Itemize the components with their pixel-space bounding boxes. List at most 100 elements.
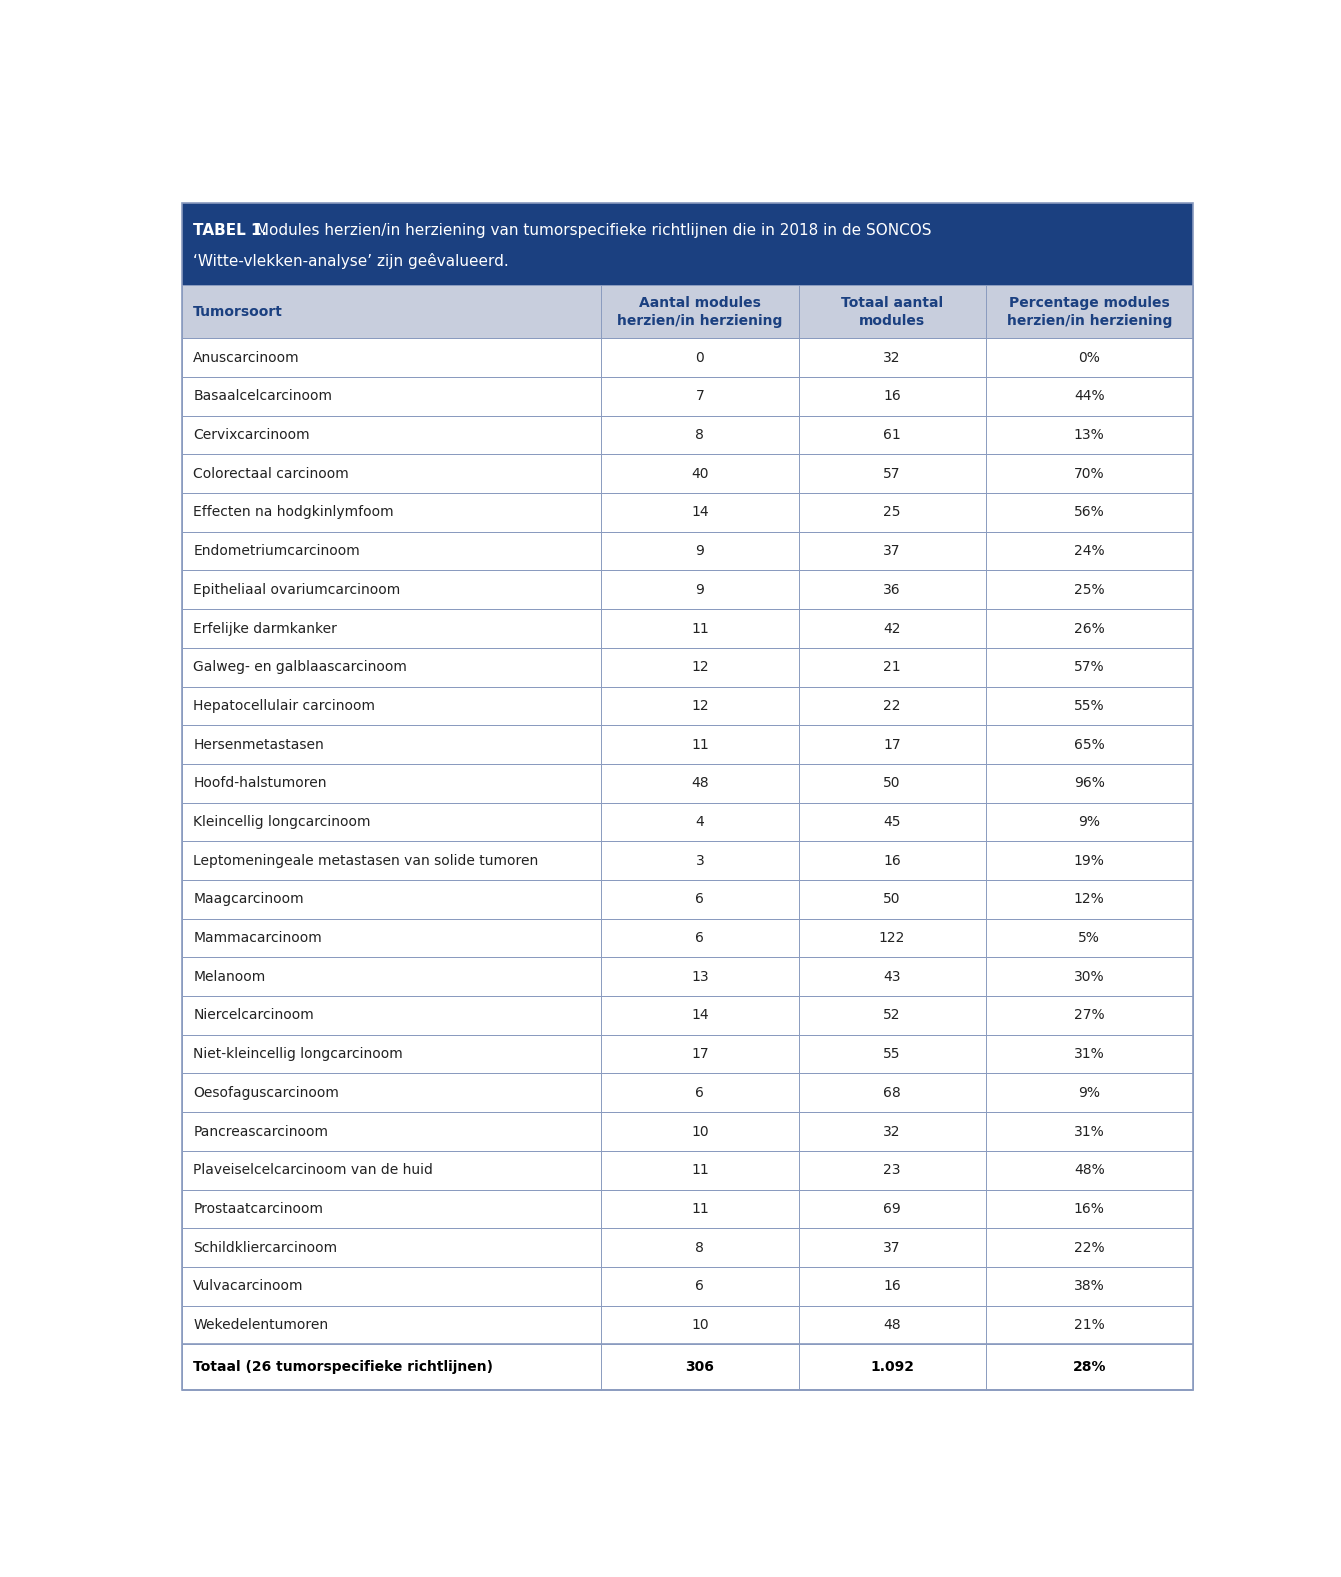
- Text: Niet-kleincellig longcarcinoom: Niet-kleincellig longcarcinoom: [193, 1047, 402, 1061]
- Text: 6: 6: [696, 930, 704, 945]
- Bar: [181, 997, 1193, 1035]
- Text: Percentage modules
herzien/in herziening: Percentage modules herzien/in herziening: [1007, 295, 1172, 328]
- Text: 40: 40: [691, 467, 708, 481]
- Text: 36: 36: [884, 583, 901, 596]
- Text: 21%: 21%: [1074, 1318, 1105, 1333]
- Text: Basaalcelcarcinoom: Basaalcelcarcinoom: [193, 390, 333, 404]
- Text: Melanoom: Melanoom: [193, 970, 266, 984]
- Text: 45: 45: [884, 815, 901, 830]
- Text: 26%: 26%: [1074, 621, 1105, 636]
- Text: 22: 22: [884, 699, 901, 713]
- Text: 69: 69: [884, 1202, 901, 1216]
- Text: 48: 48: [884, 1318, 901, 1333]
- Text: 19%: 19%: [1074, 853, 1105, 867]
- Text: 55: 55: [884, 1047, 901, 1061]
- Text: 56%: 56%: [1074, 506, 1105, 519]
- Text: 3: 3: [696, 853, 704, 867]
- Bar: [181, 803, 1193, 842]
- Bar: [181, 1112, 1193, 1151]
- Text: Oesofaguscarcinoom: Oesofaguscarcinoom: [193, 1087, 339, 1099]
- Bar: [181, 1228, 1193, 1266]
- Text: 30%: 30%: [1074, 970, 1105, 984]
- Text: 28%: 28%: [1073, 1359, 1106, 1374]
- Text: 17: 17: [884, 738, 901, 752]
- Text: 25%: 25%: [1074, 583, 1105, 596]
- Text: 12: 12: [691, 661, 708, 675]
- Text: 32: 32: [884, 350, 901, 364]
- Text: 0%: 0%: [1078, 350, 1100, 364]
- Text: 21: 21: [884, 661, 901, 675]
- Text: Kleincellig longcarcinoom: Kleincellig longcarcinoom: [193, 815, 370, 830]
- Text: 14: 14: [691, 506, 708, 519]
- Text: 9%: 9%: [1078, 1087, 1100, 1099]
- Text: 9: 9: [696, 583, 704, 596]
- Text: 16%: 16%: [1074, 1202, 1105, 1216]
- Text: Plaveiselcelcarcinoom van de huid: Plaveiselcelcarcinoom van de huid: [193, 1164, 433, 1176]
- Text: 7: 7: [696, 390, 704, 404]
- Text: Mammacarcinoom: Mammacarcinoom: [193, 930, 322, 945]
- Text: 43: 43: [884, 970, 901, 984]
- Bar: [181, 880, 1193, 919]
- Bar: [181, 1189, 1193, 1228]
- Text: Wekedelentumoren: Wekedelentumoren: [193, 1318, 329, 1333]
- Text: 13: 13: [691, 970, 708, 984]
- Text: 70%: 70%: [1074, 467, 1105, 481]
- Text: 16: 16: [884, 390, 901, 404]
- Text: 12: 12: [691, 699, 708, 713]
- Text: 1.092: 1.092: [870, 1359, 915, 1374]
- Text: 17: 17: [691, 1047, 708, 1061]
- Text: 6: 6: [696, 893, 704, 907]
- Text: 22%: 22%: [1074, 1241, 1105, 1255]
- Bar: [181, 285, 1193, 339]
- Bar: [181, 763, 1193, 803]
- Text: Galweg- en galblaascarcinoom: Galweg- en galblaascarcinoom: [193, 661, 408, 675]
- Text: Vulvacarcinoom: Vulvacarcinoom: [193, 1279, 303, 1293]
- Text: 31%: 31%: [1074, 1124, 1105, 1139]
- Text: ‘Witte-vlekken-analyse’ zijn geêvalueerd.: ‘Witte-vlekken-analyse’ zijn geêvalueerd…: [193, 252, 510, 268]
- Text: Niercelcarcinoom: Niercelcarcinoom: [193, 1008, 314, 1022]
- Text: 11: 11: [691, 1164, 709, 1176]
- Text: Hepatocellulair carcinoom: Hepatocellulair carcinoom: [193, 699, 375, 713]
- Text: 55%: 55%: [1074, 699, 1105, 713]
- Bar: [181, 725, 1193, 763]
- Text: 38%: 38%: [1074, 1279, 1105, 1293]
- Bar: [181, 957, 1193, 997]
- Bar: [181, 1344, 1193, 1389]
- Text: 31%: 31%: [1074, 1047, 1105, 1061]
- Text: Colorectaal carcinoom: Colorectaal carcinoom: [193, 467, 349, 481]
- Text: 11: 11: [691, 621, 709, 636]
- Bar: [181, 648, 1193, 686]
- Text: 8: 8: [696, 427, 704, 442]
- Text: Effecten na hodgkinlymfoom: Effecten na hodgkinlymfoom: [193, 506, 394, 519]
- Text: 16: 16: [884, 853, 901, 867]
- Bar: [181, 1306, 1193, 1344]
- Text: Pancreascarcinoom: Pancreascarcinoom: [193, 1124, 329, 1139]
- Text: Epitheliaal ovariumcarcinoom: Epitheliaal ovariumcarcinoom: [193, 583, 401, 596]
- Bar: [181, 1266, 1193, 1306]
- Text: 37: 37: [884, 1241, 901, 1255]
- Text: 61: 61: [884, 427, 901, 442]
- Text: 9%: 9%: [1078, 815, 1100, 830]
- Text: Endometriumcarcinoom: Endometriumcarcinoom: [193, 544, 359, 558]
- Bar: [181, 1151, 1193, 1189]
- Bar: [181, 531, 1193, 571]
- Bar: [181, 494, 1193, 531]
- Text: 27%: 27%: [1074, 1008, 1105, 1022]
- Text: 48: 48: [691, 776, 708, 790]
- Text: 4: 4: [696, 815, 704, 830]
- Text: 48%: 48%: [1074, 1164, 1105, 1176]
- Bar: [181, 416, 1193, 454]
- Bar: [181, 203, 1193, 285]
- Bar: [181, 339, 1193, 377]
- Text: Modules herzien/in herziening van tumorspecifieke richtlijnen die in 2018 in de : Modules herzien/in herziening van tumors…: [251, 222, 932, 238]
- Text: 44%: 44%: [1074, 390, 1105, 404]
- Text: 32: 32: [884, 1124, 901, 1139]
- Text: 6: 6: [696, 1087, 704, 1099]
- Text: 65%: 65%: [1074, 738, 1105, 752]
- Text: Hersenmetastasen: Hersenmetastasen: [193, 738, 325, 752]
- Text: 25: 25: [884, 506, 901, 519]
- Text: Aantal modules
herzien/in herziening: Aantal modules herzien/in herziening: [617, 295, 783, 328]
- Text: Maagcarcinoom: Maagcarcinoom: [193, 893, 304, 907]
- Text: 6: 6: [696, 1279, 704, 1293]
- Text: 0: 0: [696, 350, 704, 364]
